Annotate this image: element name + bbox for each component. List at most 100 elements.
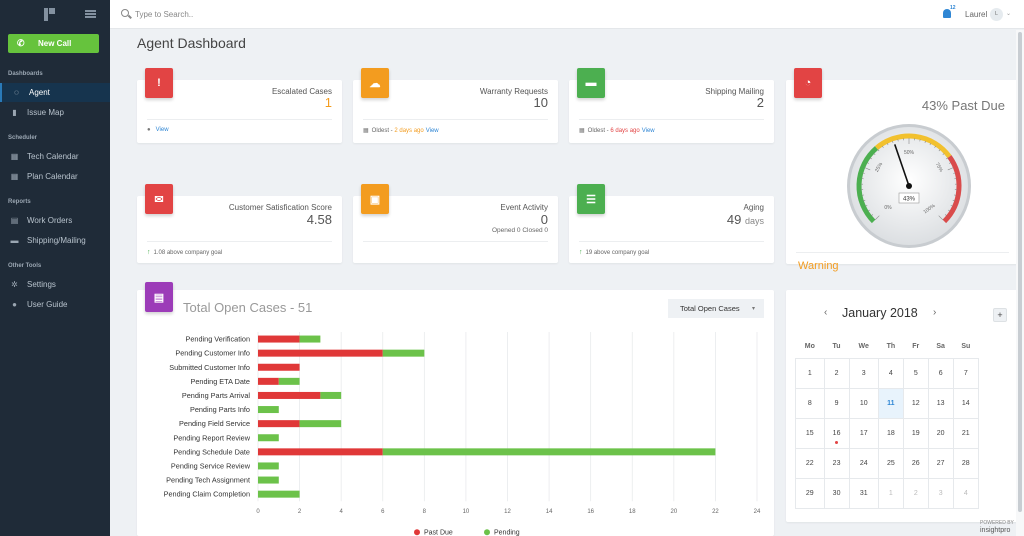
stat-value: 4.58 bbox=[306, 212, 332, 227]
bar-past-due bbox=[258, 448, 383, 456]
sidebar-item-agent[interactable]: ◌ Agent bbox=[0, 83, 110, 102]
calendar-day[interactable]: 4 bbox=[877, 357, 904, 389]
x-tick-label: 6 bbox=[381, 509, 385, 515]
gauge-tick bbox=[952, 199, 955, 202]
category-label: Pending Parts Arrival bbox=[182, 391, 251, 400]
calendar-day[interactable]: 9 bbox=[823, 387, 850, 419]
calendar-day[interactable]: 30 bbox=[823, 477, 850, 509]
add-event-button[interactable]: + bbox=[993, 308, 1007, 322]
arrow-up-icon: ↑ bbox=[147, 249, 151, 256]
calendar-day[interactable]: 3 bbox=[848, 357, 879, 389]
view-link[interactable]: View bbox=[641, 127, 655, 134]
sidebar-item-user-guide[interactable]: ● User Guide bbox=[0, 295, 110, 314]
open-cases-chart-card: ▤ Total Open Cases - 51 Total Open Cases… bbox=[137, 282, 774, 536]
help-icon: ● bbox=[12, 300, 17, 309]
category-label: Pending Field Service bbox=[179, 419, 250, 428]
sidebar-item-settings[interactable]: ✲ Settings bbox=[0, 275, 110, 294]
chevron-right-icon[interactable]: › bbox=[933, 307, 937, 318]
calendar-day[interactable]: 31 bbox=[848, 477, 879, 509]
sidebar-item-shipping[interactable]: ▬ Shipping/Mailing bbox=[0, 231, 110, 250]
sidebar: ✆ New Call Dashboards ◌ Agent ▮ Issue Ma… bbox=[0, 0, 110, 536]
chart-title: Total Open Cases - 51 bbox=[183, 300, 313, 315]
calendar-day[interactable]: 3 bbox=[927, 477, 954, 509]
section-reports: Reports bbox=[8, 199, 31, 205]
section-other-tools: Other Tools bbox=[8, 263, 42, 269]
new-call-button[interactable]: ✆ New Call bbox=[8, 34, 99, 53]
sidebar-item-plan-calendar[interactable]: ▦ Plan Calendar bbox=[0, 167, 110, 186]
cloud-icon: ☁ bbox=[361, 68, 389, 98]
bell-icon[interactable] bbox=[943, 9, 951, 18]
calendar-day[interactable]: 1 bbox=[877, 477, 904, 509]
calendar-day[interactable]: 27 bbox=[927, 447, 954, 479]
sidebar-item-tech-calendar[interactable]: ▦ Tech Calendar bbox=[0, 147, 110, 166]
scrollbar-thumb[interactable] bbox=[1018, 32, 1022, 512]
calendar-day[interactable]: 6 bbox=[927, 357, 954, 389]
calendar-day[interactable]: 20 bbox=[927, 417, 954, 449]
calendar-day[interactable]: 25 bbox=[877, 447, 904, 479]
calendar-day[interactable]: 15 bbox=[795, 417, 825, 449]
gauge-tick bbox=[924, 140, 926, 143]
arrow-up-icon: ↑ bbox=[579, 249, 583, 256]
stat-label: Warranty Requests bbox=[479, 87, 548, 96]
user-name[interactable]: Laurel bbox=[965, 10, 988, 19]
calendar-day[interactable]: 7 bbox=[952, 357, 980, 389]
chart-type-select[interactable]: Total Open Cases ▾ bbox=[668, 299, 764, 318]
calendar-weekday: Su bbox=[961, 343, 971, 351]
calendar-day[interactable]: 5 bbox=[902, 357, 929, 389]
x-tick-label: 18 bbox=[629, 509, 636, 515]
calendar-day[interactable]: 1 bbox=[795, 357, 825, 389]
calendar-day[interactable]: 22 bbox=[795, 447, 825, 479]
stat-value: 49 days bbox=[726, 212, 764, 227]
calendar-day[interactable]: 8 bbox=[795, 387, 825, 419]
x-tick-label: 10 bbox=[463, 509, 470, 515]
calendar-day[interactable]: 12 bbox=[902, 387, 929, 419]
calendar-day[interactable]: 2 bbox=[823, 357, 850, 389]
calendar-day[interactable]: 13 bbox=[927, 387, 954, 419]
menu-icon[interactable] bbox=[85, 10, 96, 18]
section-scheduler: Scheduler bbox=[8, 135, 38, 141]
calendar-day[interactable]: 24 bbox=[848, 447, 879, 479]
view-link[interactable]: View bbox=[425, 127, 439, 134]
pie-chart-icon: ◔ bbox=[794, 68, 822, 98]
calendar-day[interactable]: 16 bbox=[823, 417, 850, 449]
search-icon bbox=[121, 9, 129, 17]
view-link[interactable]: View bbox=[155, 127, 169, 133]
truck-icon: ▬ bbox=[10, 236, 19, 245]
bar-pending bbox=[382, 448, 716, 456]
calendar-day[interactable]: 11 bbox=[877, 387, 904, 419]
calendar-day[interactable]: 19 bbox=[902, 417, 929, 449]
calendar-weekday: Fr bbox=[912, 343, 920, 351]
stat-label: Aging bbox=[743, 203, 764, 212]
topbar: 12 Laurel L ⌄ bbox=[110, 0, 1024, 29]
calendar-day[interactable]: 4 bbox=[952, 477, 980, 509]
search-input[interactable] bbox=[135, 8, 335, 20]
x-tick-label: 16 bbox=[587, 509, 594, 515]
x-tick-label: 22 bbox=[712, 509, 719, 515]
calendar-day[interactable]: 21 bbox=[952, 417, 980, 449]
calendar-day[interactable]: 17 bbox=[848, 417, 879, 449]
calendar-weekday: We bbox=[858, 343, 869, 351]
chat-icon: ✉ bbox=[145, 184, 173, 214]
gauge-tick bbox=[948, 162, 952, 164]
category-label: Pending Service Review bbox=[171, 461, 251, 470]
calendar-day[interactable]: 18 bbox=[877, 417, 904, 449]
gauge-tick bbox=[866, 162, 870, 164]
calendar-day[interactable]: 14 bbox=[952, 387, 980, 419]
info-icon: ● bbox=[147, 127, 151, 133]
logo-icon[interactable] bbox=[44, 7, 55, 21]
calendar-day[interactable]: 23 bbox=[823, 447, 850, 479]
calendar-day[interactable]: 26 bbox=[902, 447, 929, 479]
calendar-icon: ▦ bbox=[10, 172, 19, 181]
calendar-day[interactable]: 29 bbox=[795, 477, 825, 509]
calendar-weekday: Tu bbox=[832, 343, 841, 351]
sidebar-item-work-orders[interactable]: ▤ Work Orders bbox=[0, 211, 110, 230]
sidebar-item-issue-map[interactable]: ▮ Issue Map bbox=[0, 103, 110, 122]
chevron-down-icon[interactable]: ⌄ bbox=[1006, 11, 1012, 17]
calendar-day[interactable]: 2 bbox=[902, 477, 929, 509]
calendar-day[interactable]: 28 bbox=[952, 447, 980, 479]
chevron-left-icon[interactable]: ‹ bbox=[824, 307, 828, 318]
calendar-day[interactable]: 10 bbox=[848, 387, 879, 419]
avatar[interactable]: L bbox=[990, 8, 1003, 21]
